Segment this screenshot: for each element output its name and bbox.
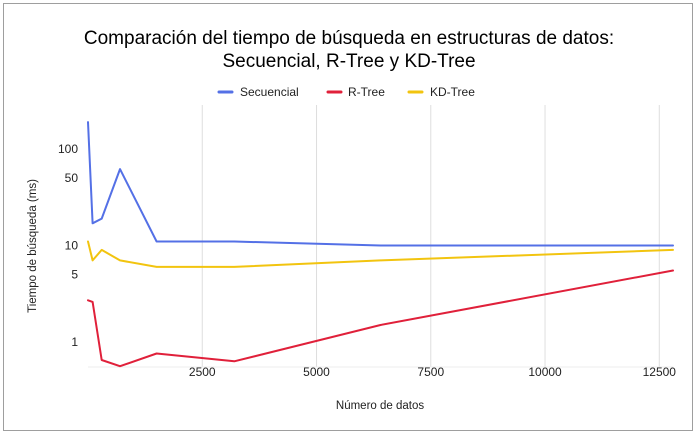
legend-label-kd-tree: KD-Tree bbox=[430, 85, 475, 99]
chart-frame bbox=[3, 3, 693, 431]
x-tick-label: 7500 bbox=[417, 365, 444, 379]
series-line-kd-tree bbox=[87, 240, 674, 268]
x-axis-title: Número de datos bbox=[336, 400, 424, 412]
legend-label-secuencial: Secuencial bbox=[240, 85, 299, 99]
chart-title-line2: Secuencial, R-Tree y KD-Tree bbox=[222, 51, 475, 72]
series-line-secuencial bbox=[87, 121, 674, 247]
x-axis-ticks: 2500 5000 7500 10000 12500 bbox=[189, 365, 676, 379]
y-tick-label: 100 bbox=[58, 142, 78, 156]
y-tick-label: 5 bbox=[71, 268, 78, 282]
y-tick-label: 10 bbox=[65, 238, 79, 252]
y-axis-title: Tiempo de búsqueda (ms) bbox=[27, 179, 39, 313]
x-tick-label: 10000 bbox=[528, 365, 562, 379]
legend: Secuencial R-Tree KD-Tree bbox=[217, 85, 475, 99]
chart-title-line1: Comparación del tiempo de búsqueda en es… bbox=[84, 28, 614, 49]
legend-label-r-tree: R-Tree bbox=[348, 85, 385, 99]
y-tick-label: 50 bbox=[65, 171, 79, 185]
x-tick-label: 2500 bbox=[189, 365, 216, 379]
x-tick-label: 5000 bbox=[303, 365, 330, 379]
x-tick-label: 12500 bbox=[643, 365, 677, 379]
series-lines bbox=[87, 121, 674, 368]
y-tick-label: 1 bbox=[71, 335, 78, 349]
y-axis-ticks: 1 5 10 50 100 bbox=[58, 142, 78, 349]
grid bbox=[88, 105, 673, 368]
series-line-r-tree bbox=[87, 269, 674, 368]
